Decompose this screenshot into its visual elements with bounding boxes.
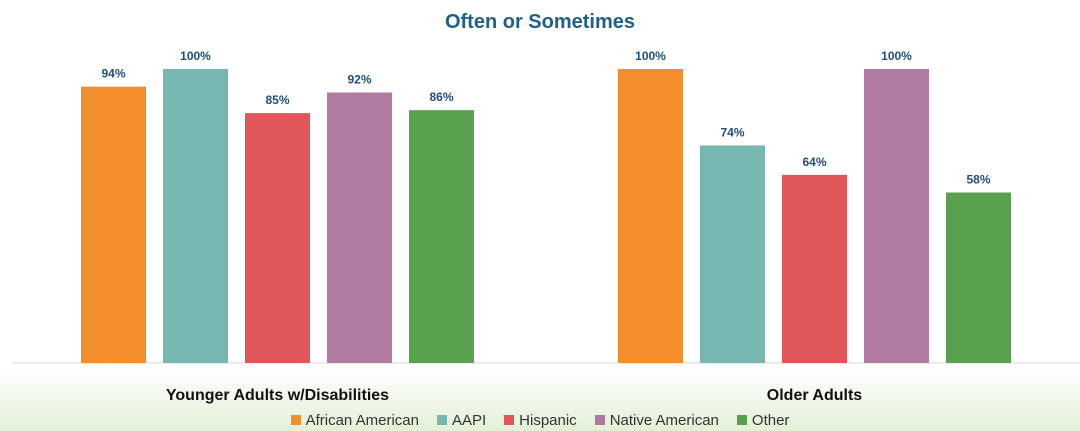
data-label-older-adults-native-american: 100% — [881, 49, 912, 63]
legend-swatch-other — [736, 415, 747, 425]
legend-item-african-american: African American — [290, 411, 419, 429]
bar-younger-adults-w-disabilities-aapi — [163, 69, 228, 363]
legend-label-african-american: African American — [305, 411, 419, 429]
data-labels-layer: 94% 100% 85% 92% 86% 100% 74% 64% 100% 58% — [101, 49, 990, 186]
chart-title: Often or Sometimes — [445, 11, 635, 33]
legend-item-hispanic: Hispanic — [504, 412, 577, 429]
legend-swatch-aapi — [436, 415, 447, 425]
data-label-younger-adults-w-disabilities-african-american: 94% — [101, 67, 125, 81]
bar-younger-adults-w-disabilities-african-american — [81, 86, 146, 363]
bar-older-adults-aapi — [700, 145, 765, 363]
legend-label-aapi: AAPI — [451, 411, 487, 429]
data-label-older-adults-hispanic: 64% — [802, 155, 826, 169]
bars-layer — [81, 69, 1011, 364]
data-label-younger-adults-w-disabilities-aapi: 100% — [180, 49, 211, 63]
legend-label-other: Other — [751, 411, 790, 429]
bar-older-adults-other — [946, 192, 1011, 363]
legend-swatch-hispanic — [504, 415, 515, 425]
legend-item-aapi: AAPI — [436, 411, 487, 429]
data-label-younger-adults-w-disabilities-native-american: 92% — [347, 73, 371, 87]
bar-younger-adults-w-disabilities-hispanic — [245, 113, 310, 363]
bar-older-adults-hispanic — [782, 174, 847, 363]
bar-older-adults-native-american — [864, 69, 929, 363]
legend-label-hispanic: Hispanic — [519, 411, 577, 429]
bar-younger-adults-w-disabilities-native-american — [327, 92, 392, 364]
data-label-older-adults-aapi: 74% — [720, 125, 744, 139]
legend-label-native-american: Native American — [609, 411, 719, 429]
category-labels-layer: Younger Adults w/Disabilities Older Adult… — [166, 387, 862, 404]
data-label-younger-adults-w-disabilities-hispanic: 85% — [265, 93, 289, 107]
data-label-older-adults-african-american: 100% — [635, 49, 666, 63]
bar-older-adults-african-american — [618, 69, 683, 363]
legend-item-other: Other — [736, 411, 790, 429]
bar-younger-adults-w-disabilities-other — [409, 110, 474, 363]
chart-legend: African American AAPI Hispanic Native Ameri… — [0, 410, 1080, 430]
legend-swatch-african-american — [290, 415, 301, 425]
legend-item-native-american: Native American — [594, 411, 719, 429]
data-label-younger-adults-w-disabilities-other: 86% — [429, 90, 453, 104]
category-label-younger-adults-w-disabilities: Younger Adults w/Disabilities — [166, 387, 389, 404]
data-label-older-adults-other: 58% — [966, 172, 990, 186]
footer-background — [0, 372, 1080, 431]
legend-swatch-native-american — [594, 415, 605, 425]
category-label-older-adults: Older Adults — [767, 387, 863, 404]
